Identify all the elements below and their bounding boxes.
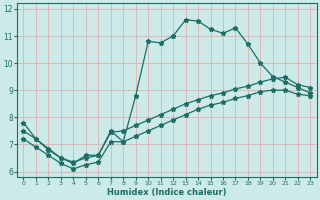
X-axis label: Humidex (Indice chaleur): Humidex (Indice chaleur) xyxy=(107,188,227,197)
